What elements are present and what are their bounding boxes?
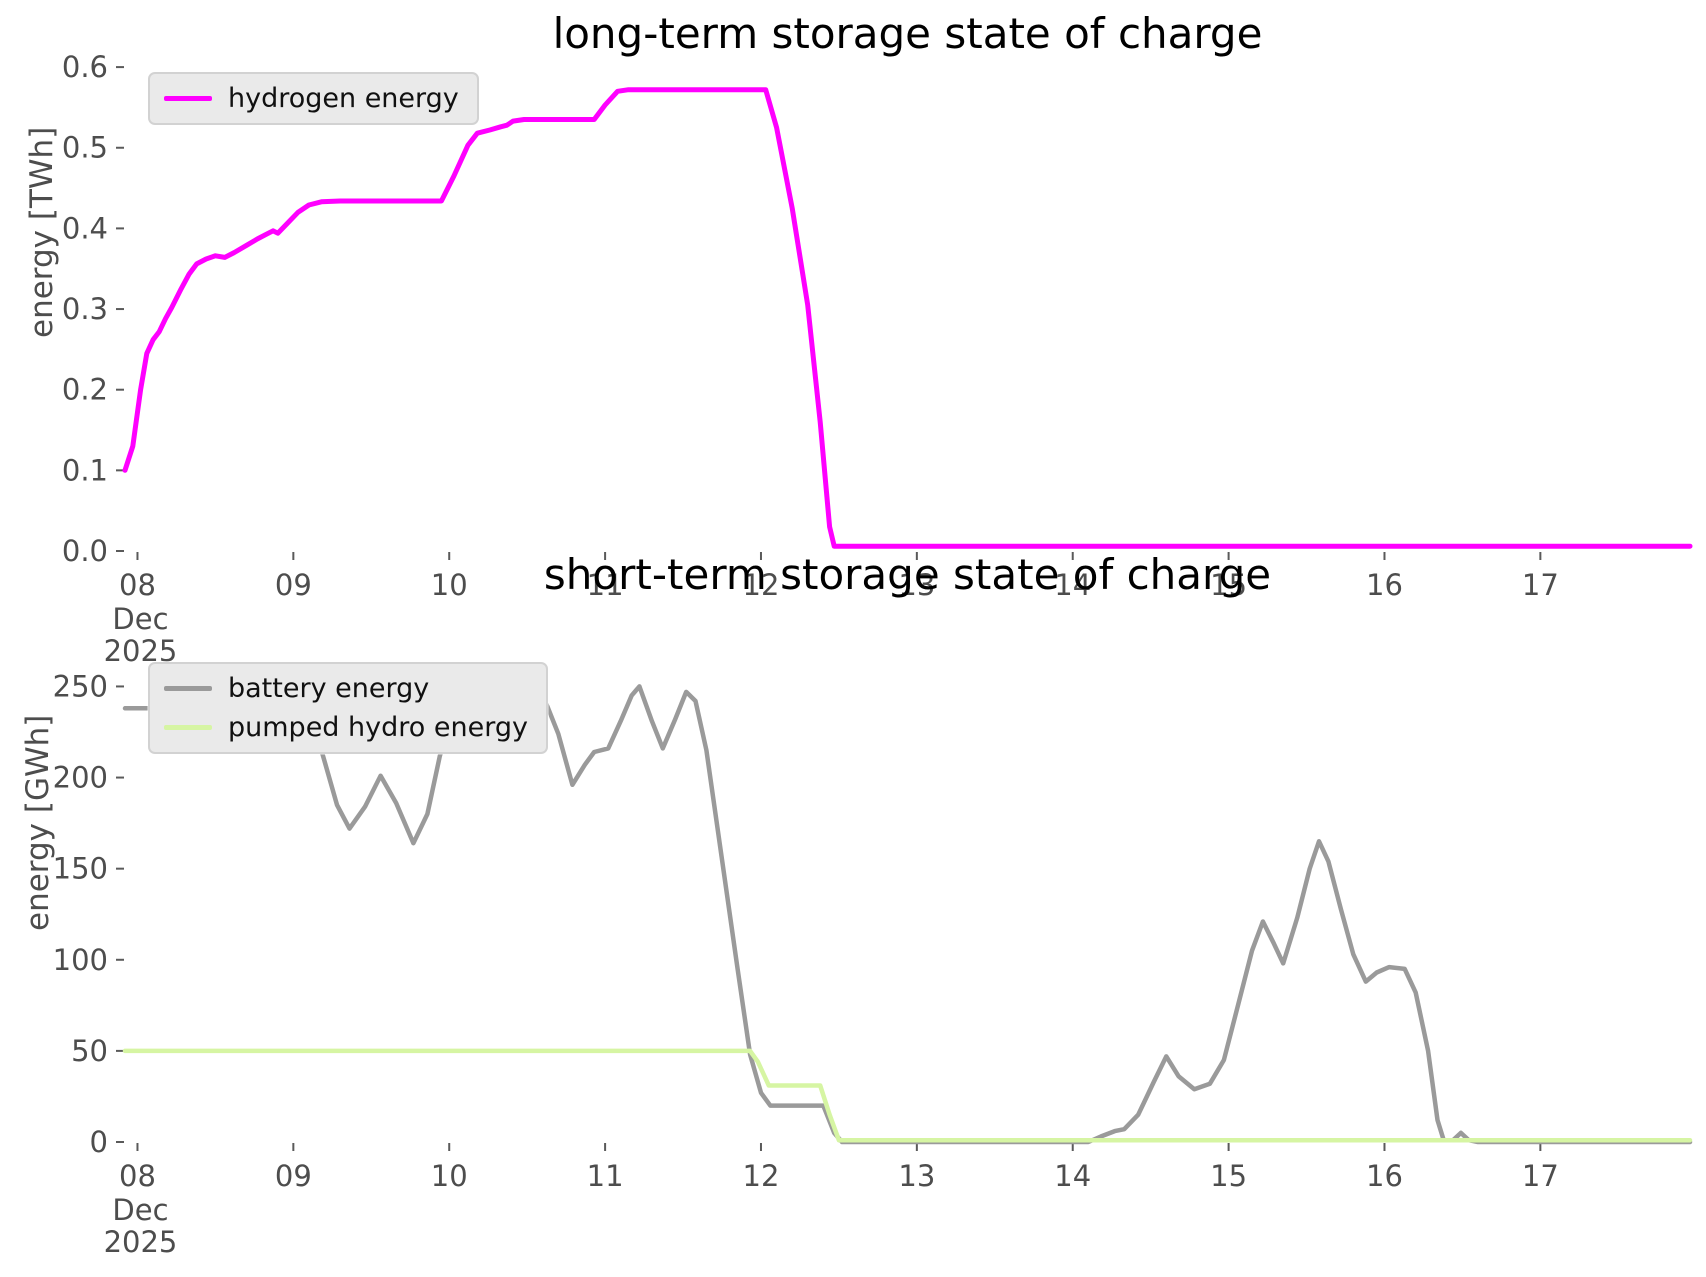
- x-tick-label: 12: [743, 1159, 780, 1193]
- x-tick-label: 11: [587, 1159, 624, 1193]
- y-tick-label: 100: [53, 943, 108, 977]
- x-tick-label: 08: [119, 568, 156, 602]
- y-tick-label: 250: [53, 669, 108, 703]
- x-tick-label: 10: [431, 568, 468, 602]
- x-tick-sublabel: 2025: [104, 1225, 178, 1259]
- y-tick-label: 50: [71, 1034, 108, 1068]
- x-tick-label: 14: [1054, 1159, 1091, 1193]
- y-tick-label: 0.3: [62, 292, 108, 326]
- legend-line-swatch: [164, 96, 212, 102]
- legend-short-term: battery energy pumped hydro energy: [148, 662, 548, 755]
- x-tick-label: 09: [275, 568, 312, 602]
- legend-row: battery energy: [164, 673, 528, 704]
- x-tick-label: 16: [1366, 1159, 1403, 1193]
- legend-line-swatch: [164, 725, 212, 731]
- series-line-hydrogen-energy: [122, 87, 1693, 549]
- legend-row: hydrogen energy: [164, 83, 459, 114]
- y-tick-label: 0.2: [62, 373, 108, 407]
- y-tick-label: 0: [90, 1125, 108, 1159]
- series-line-battery-energy: [122, 675, 1693, 1145]
- chart-title-long-term: long-term storage state of charge: [552, 9, 1263, 58]
- legend-label: battery energy: [228, 673, 430, 704]
- x-tick-label: 11: [587, 568, 624, 602]
- series-line-pumped-hydro-energy: [122, 1048, 1693, 1143]
- y-tick-label: 0.6: [62, 50, 108, 84]
- x-tick-label: 08: [119, 1159, 156, 1193]
- legend-row: pumped hydro energy: [164, 712, 528, 743]
- x-tick-label: 17: [1522, 568, 1559, 602]
- y-tick-label: 150: [53, 852, 108, 886]
- x-tick-label: 15: [1210, 1159, 1247, 1193]
- y-tick-label: 200: [53, 761, 108, 795]
- x-tick-sublabel: Dec: [112, 1193, 168, 1227]
- x-tick-label: 13: [898, 568, 935, 602]
- y-axis-label-twh: energy [TWh]: [24, 126, 60, 338]
- y-tick-label: 0.0: [62, 534, 108, 568]
- x-tick-label: 12: [743, 568, 780, 602]
- x-tick-label: 09: [275, 1159, 312, 1193]
- legend-long-term: hydrogen energy: [148, 72, 479, 126]
- y-tick-label: 0.1: [62, 453, 108, 487]
- y-axis-label-gwh: energy [GWh]: [20, 714, 56, 931]
- y-tick-label: 0.5: [62, 131, 108, 165]
- x-tick-label: 15: [1210, 568, 1247, 602]
- x-tick-label: 13: [898, 1159, 935, 1193]
- legend-label: pumped hydro energy: [228, 712, 528, 744]
- legend-line-swatch: [164, 686, 212, 692]
- y-tick-label: 0.4: [62, 211, 108, 245]
- x-tick-label: 16: [1366, 568, 1403, 602]
- x-tick-label: 10: [431, 1159, 468, 1193]
- chart-title-short-term: short-term storage state of charge: [543, 550, 1272, 599]
- x-tick-label: 14: [1054, 568, 1091, 602]
- legend-label: hydrogen energy: [228, 83, 459, 114]
- x-tick-sublabel: Dec: [112, 602, 168, 636]
- x-tick-label: 17: [1522, 1159, 1559, 1193]
